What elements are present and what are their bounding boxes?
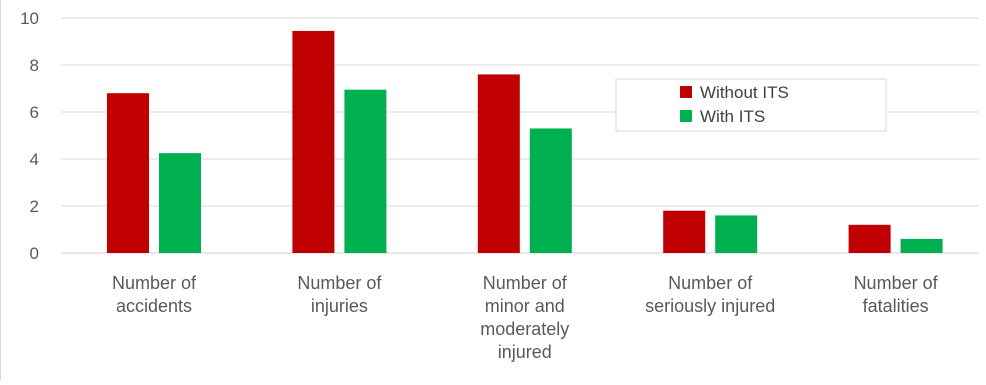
legend-swatch [680, 86, 692, 98]
category-label: Number of injuries [297, 273, 382, 316]
bar-with-its [530, 128, 572, 253]
bars [107, 31, 943, 253]
y-tick-label: 4 [30, 150, 39, 169]
bar-with-its [715, 215, 757, 253]
category-labels: Number of accidents Number of injuries Numbe… [112, 273, 939, 362]
bar-without-its [663, 211, 705, 253]
bar-without-its [292, 31, 334, 253]
y-tick-label: 0 [30, 244, 39, 263]
y-tick-label: 8 [30, 56, 39, 75]
legend-label: With ITS [700, 107, 765, 126]
bar-without-its [107, 93, 149, 253]
bar-without-its [849, 225, 891, 253]
bar-without-its [478, 74, 520, 253]
y-tick-label: 2 [30, 197, 39, 216]
y-tick-label: 10 [20, 9, 39, 28]
category-label: Number of fatalities [854, 273, 939, 316]
legend-label: Without ITS [700, 83, 789, 102]
legend: Without ITS With ITS [616, 79, 886, 131]
category-label: Number of seriously injured [645, 273, 775, 316]
y-axis-ticks: 0 2 4 6 8 10 [20, 9, 39, 263]
bar-with-its [901, 239, 943, 253]
legend-swatch [680, 110, 692, 122]
bar-with-its [344, 90, 386, 253]
category-label: Number of accidents [112, 273, 197, 316]
bar-with-its [159, 153, 201, 253]
category-label: Number of minor and moderately injured [480, 273, 569, 362]
y-tick-label: 6 [30, 103, 39, 122]
